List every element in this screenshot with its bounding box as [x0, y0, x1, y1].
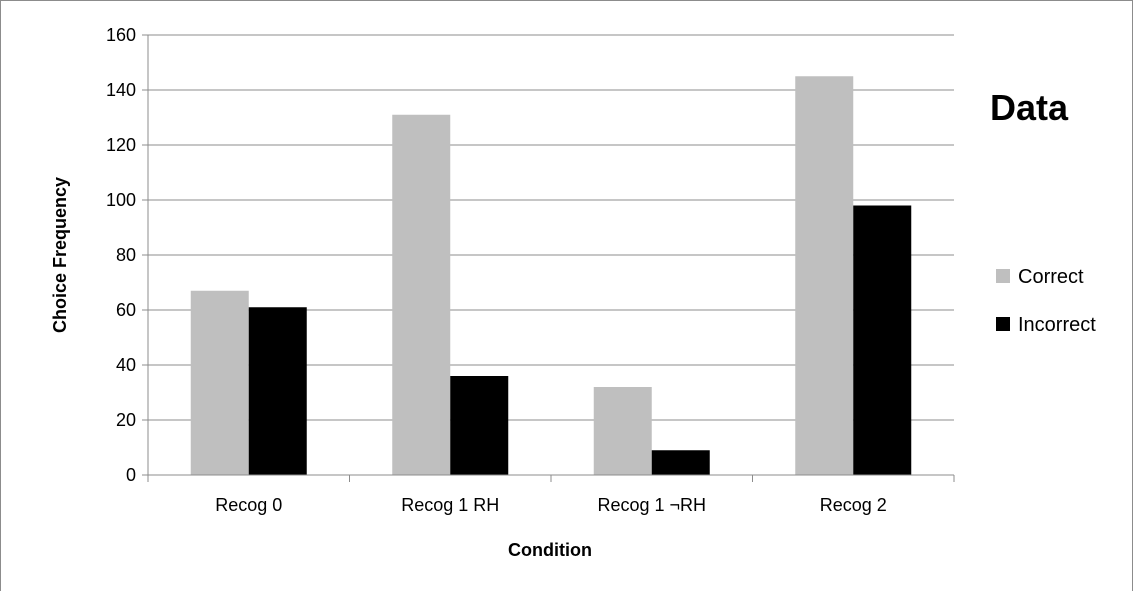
- legend-swatch-correct: [996, 269, 1010, 283]
- legend: Correct Incorrect: [996, 266, 1096, 336]
- legend-swatch-incorrect: [996, 317, 1010, 331]
- y-tick-label: 120: [106, 135, 136, 155]
- y-tick-label: 0: [126, 465, 136, 485]
- bar-incorrect: [853, 206, 911, 476]
- bar-correct: [191, 291, 249, 475]
- y-tick-label: 60: [116, 300, 136, 320]
- bar-correct: [795, 76, 853, 475]
- legend-label-incorrect: Incorrect: [1018, 314, 1096, 336]
- x-axis-title: Condition: [508, 540, 592, 560]
- x-tick-label: Recog 1 ¬RH: [597, 495, 706, 515]
- y-tick-label: 100: [106, 190, 136, 210]
- y-tick-label: 80: [116, 245, 136, 265]
- y-tick-label: 160: [106, 25, 136, 45]
- y-axis-title: Choice Frequency: [50, 177, 70, 333]
- legend-label-correct: Correct: [1018, 266, 1084, 288]
- y-tick-label: 140: [106, 80, 136, 100]
- bar-correct: [594, 387, 652, 475]
- x-tick-label: Recog 1 RH: [401, 495, 499, 515]
- bar-incorrect: [652, 450, 710, 475]
- x-tick-label: Recog 0: [215, 495, 282, 515]
- bar-incorrect: [249, 307, 307, 475]
- bar-correct: [392, 115, 450, 475]
- y-tick-label: 20: [116, 410, 136, 430]
- bar-incorrect: [450, 376, 508, 475]
- bars: [191, 76, 912, 475]
- overlay-title: Data: [990, 87, 1069, 128]
- y-tick-label: 40: [116, 355, 136, 375]
- x-tick-label: Recog 2: [820, 495, 887, 515]
